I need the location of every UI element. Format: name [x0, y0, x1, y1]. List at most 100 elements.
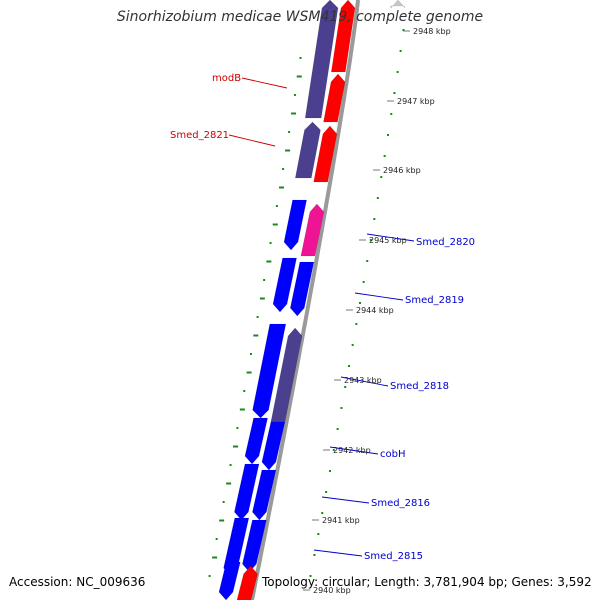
tick-dot [219, 519, 225, 522]
tick-dot [279, 186, 285, 189]
tick-dot [402, 29, 405, 31]
tick-dot [313, 554, 316, 556]
tick-dot [272, 223, 278, 226]
tick-dot [256, 316, 259, 318]
tick-dot [212, 556, 218, 559]
tick-dot [229, 464, 232, 466]
tick-dot [253, 334, 259, 337]
tick-dot [332, 449, 335, 451]
gene-arrow[interactable] [234, 463, 260, 521]
tick-dot [288, 131, 291, 133]
gene-arrow[interactable] [261, 421, 286, 471]
gene-label[interactable]: Smed_2819 [405, 295, 464, 306]
gene-label[interactable]: Smed_2816 [371, 498, 430, 509]
label-leader-lines [228, 77, 415, 557]
tick-dot [249, 353, 252, 355]
label-leader-line [228, 134, 276, 147]
tick-dot [376, 197, 379, 199]
map-title: Sinorhizobium medicae WSM419, complete g… [116, 9, 484, 25]
gene-label[interactable]: cobH [380, 449, 405, 460]
tick-dot [293, 94, 296, 96]
tick-dot [317, 533, 320, 535]
tick-dot [336, 428, 339, 430]
gene-arrow[interactable] [300, 203, 325, 257]
tick-dot [299, 57, 302, 59]
tick-dot [243, 390, 246, 392]
gene-label-track: modB Smed_2821 Smed_2820 Smed_2819 Smed_2818… [170, 73, 475, 562]
scale-label: 2942 kbp [333, 446, 371, 455]
tick-dot [259, 297, 265, 300]
scale-label: 2940 kbp [313, 586, 351, 595]
label-leader-line [329, 446, 379, 455]
label-leader-line [321, 496, 370, 504]
tick-dot [396, 71, 399, 73]
scale-label-track: 2948 kbp 2947 kbp 2946 kbp 2945 kbp 2944 kbp… [303, 27, 451, 595]
gene-arrow[interactable] [389, 0, 406, 9]
gene-arrow[interactable] [330, 0, 356, 73]
gene-arrow[interactable] [323, 73, 346, 123]
gene-arrow[interactable] [236, 565, 258, 600]
gene-arrow[interactable] [283, 199, 307, 251]
tick-dot [369, 239, 372, 241]
gene-label[interactable]: Smed_2818 [390, 381, 449, 392]
gene-arrow[interactable] [252, 469, 277, 521]
genome-backbone [250, 0, 360, 600]
tick-dot [399, 50, 402, 52]
tick-dot [347, 365, 350, 367]
genome-summary-text: Topology: circular; Length: 3,781,904 bp… [262, 575, 592, 589]
gene-arrow[interactable] [313, 125, 338, 183]
gene-arrow[interactable] [272, 257, 297, 313]
scale-label: 2941 kbp [322, 516, 360, 525]
tick-dot [366, 260, 369, 262]
tick-dot [340, 407, 343, 409]
tick-dot [246, 371, 252, 374]
gene-label[interactable]: modB [212, 73, 241, 84]
scale-label: 2948 kbp [413, 27, 451, 36]
tick-dot [269, 242, 272, 244]
gene-arrow[interactable] [218, 561, 241, 600]
gene-label[interactable]: Smed_2821 [170, 130, 229, 141]
scale-label: 2943 kbp [344, 376, 382, 385]
gene-arrow[interactable] [244, 417, 268, 465]
tick-dot [380, 176, 383, 178]
gene-arrow[interactable] [252, 323, 287, 419]
tick-dot [285, 149, 291, 152]
gene-feature-track [218, 0, 406, 600]
label-leader-line [340, 376, 389, 387]
gene-arrow[interactable] [304, 0, 339, 119]
tick-dot [263, 279, 266, 281]
tick-dot [291, 112, 297, 115]
scale-label: 2947 kbp [397, 97, 435, 106]
accession-text: Accession: NC_009636 [9, 575, 146, 589]
tick-dot [275, 205, 278, 207]
tick-dot [390, 113, 393, 115]
label-leader-line [366, 233, 415, 242]
tick-dot [282, 168, 285, 170]
tick-dot [309, 575, 312, 577]
gene-label[interactable]: Smed_2820 [416, 237, 475, 248]
gene-label[interactable]: Smed_2815 [364, 551, 423, 562]
tick-dot [222, 501, 225, 503]
tick-dot [386, 134, 389, 136]
gene-arrow[interactable] [242, 519, 267, 573]
gene-arrow[interactable] [294, 121, 321, 179]
tick-dot [393, 92, 396, 94]
tick-dot [226, 482, 232, 485]
scale-label: 2946 kbp [383, 166, 421, 175]
tick-dot [383, 155, 386, 157]
label-leader-line [241, 77, 288, 89]
tick-dot [344, 386, 347, 388]
tick-dot [351, 344, 354, 346]
tick-dot [233, 445, 239, 448]
tick-dot [362, 281, 365, 283]
tick-dot [239, 408, 245, 411]
tick-dot [296, 75, 302, 78]
tick-dot [208, 575, 211, 577]
tick-dot [359, 302, 362, 304]
tick-dot [373, 218, 376, 220]
tick-dot [325, 491, 328, 493]
tick-dot [215, 538, 218, 540]
gene-arrow[interactable] [289, 261, 315, 317]
